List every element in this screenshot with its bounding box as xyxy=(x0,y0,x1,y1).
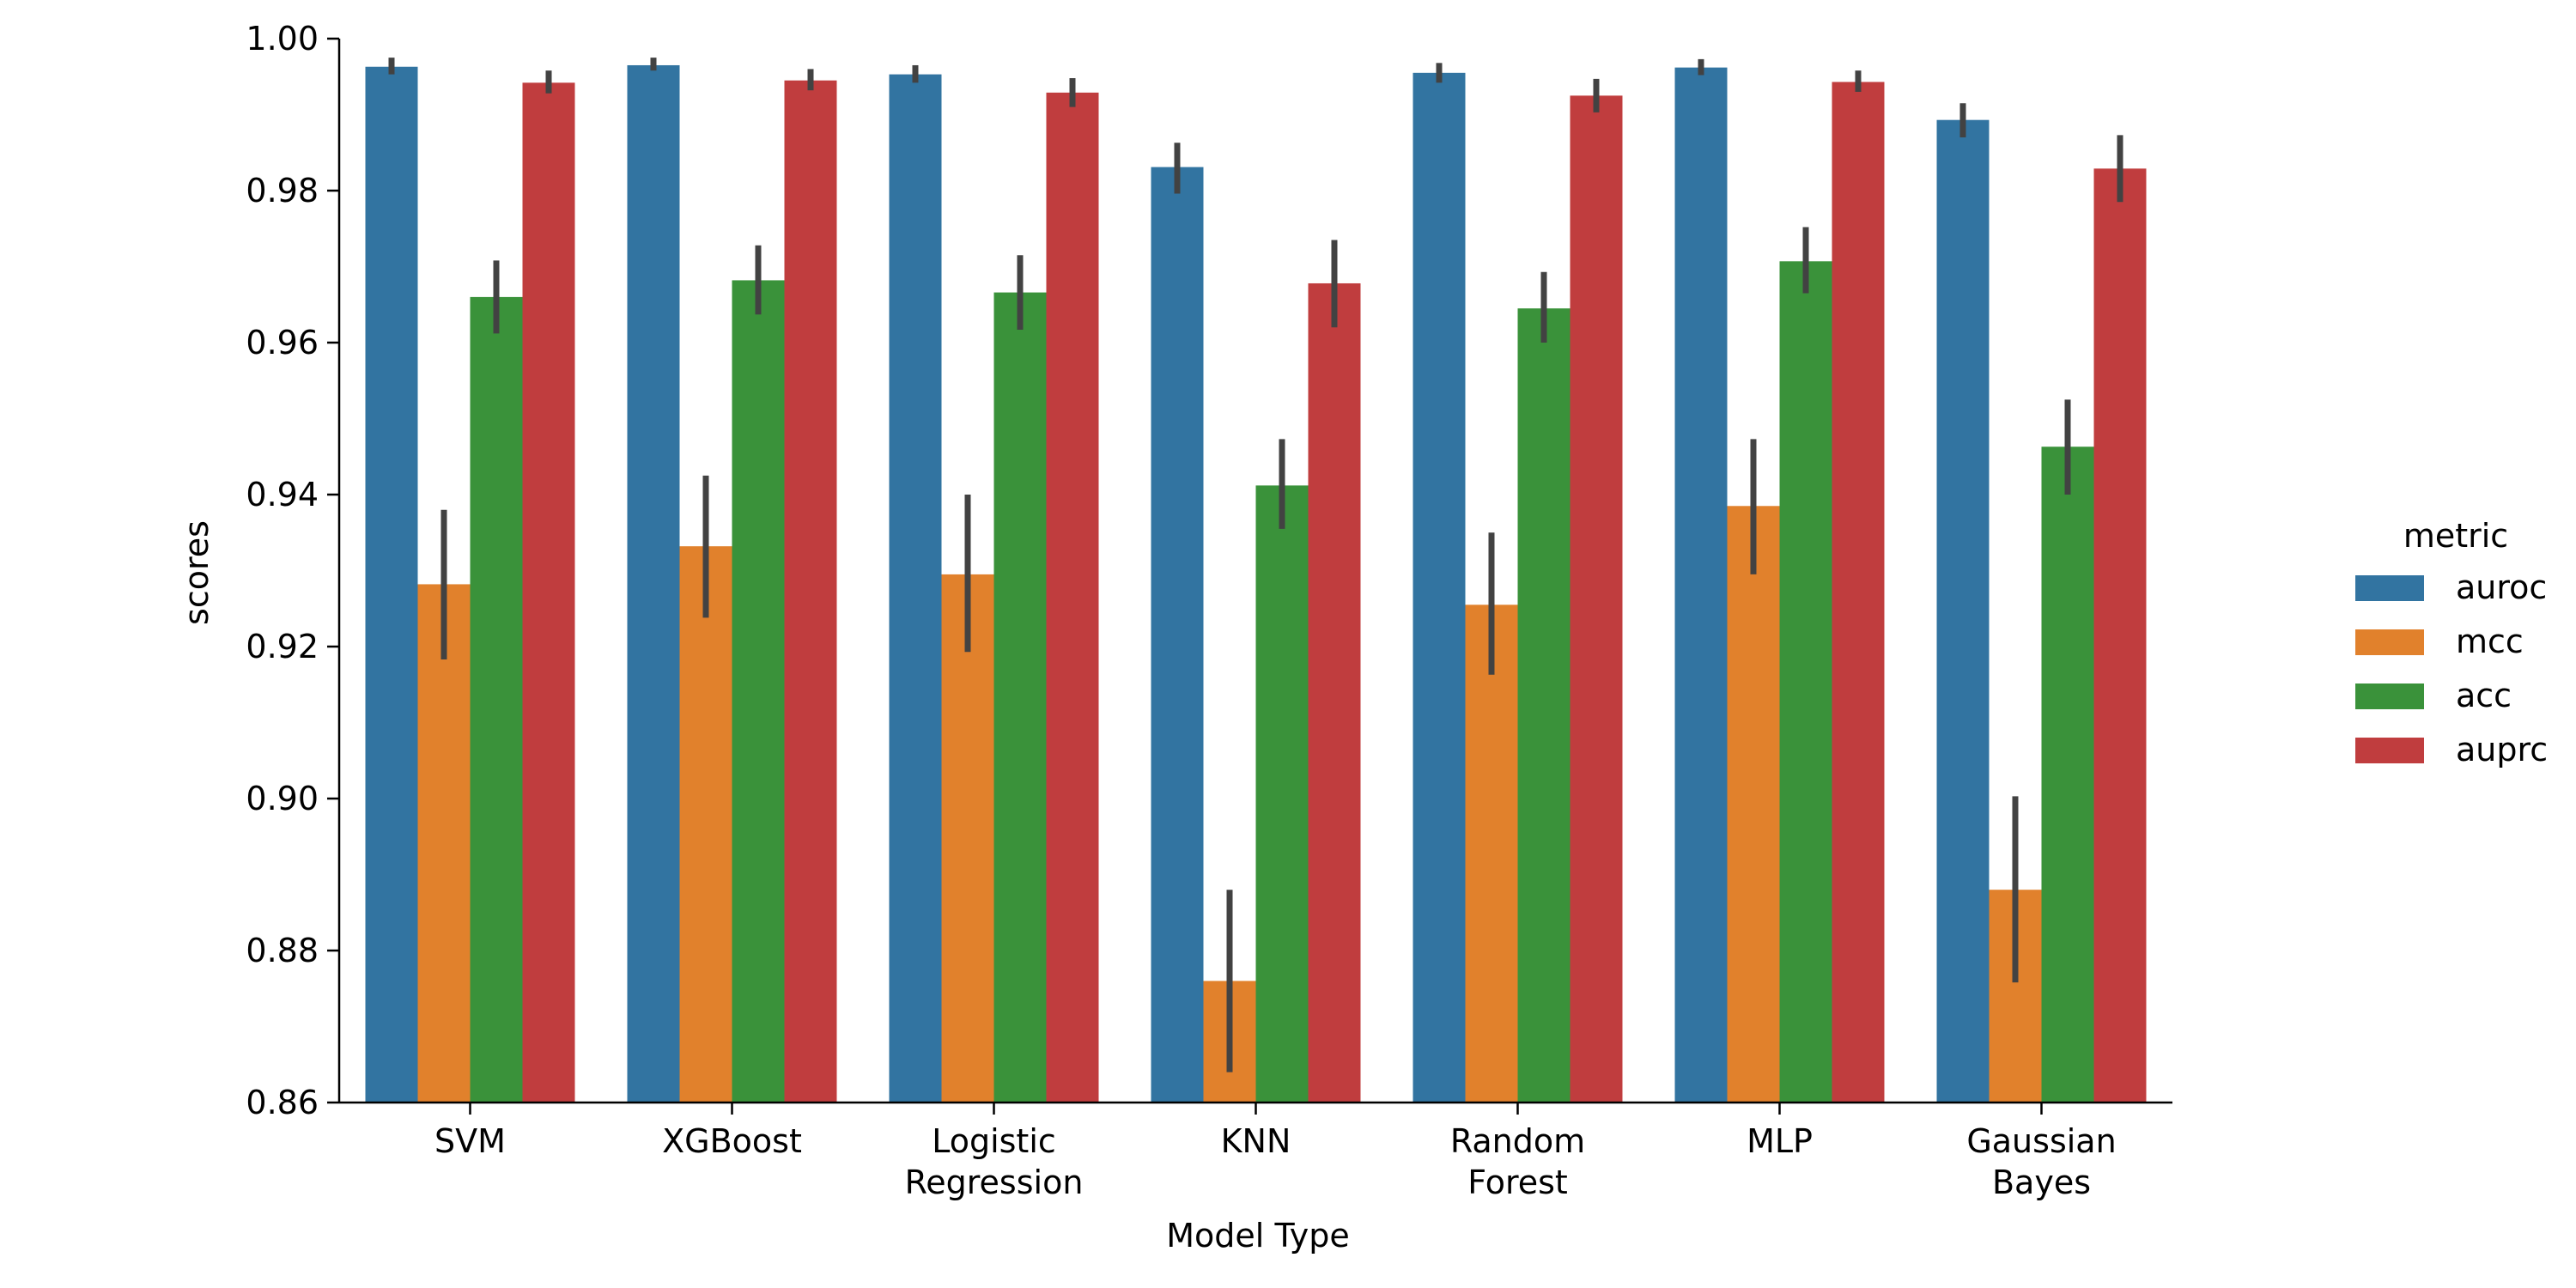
bar-acc-0 xyxy=(470,296,523,1103)
x-tick-label: Random Forest xyxy=(1450,1122,1585,1201)
legend-label-mcc: mcc xyxy=(2456,623,2524,660)
legend: auroc mcc acc auprc xyxy=(2355,568,2548,769)
bar-auprc-2 xyxy=(1046,92,1099,1103)
x-tick-label: SVM xyxy=(434,1122,506,1160)
legend-swatch-acc xyxy=(2355,683,2424,709)
bar-mcc-1 xyxy=(679,546,732,1103)
bar-auprc-3 xyxy=(1308,283,1361,1103)
bar-acc-6 xyxy=(2041,447,2094,1103)
bar-mcc-4 xyxy=(1465,605,1518,1103)
x-tick-label: MLP xyxy=(1747,1122,1813,1160)
bar-auprc-5 xyxy=(1832,82,1885,1103)
bar-auroc-2 xyxy=(889,74,942,1103)
y-tick-label: 1.00 xyxy=(246,20,319,58)
x-tick-label: Gaussian Bayes xyxy=(1966,1122,2116,1201)
x-tick-label: KNN xyxy=(1221,1122,1291,1160)
bar-acc-1 xyxy=(732,280,785,1103)
y-tick-label: 0.98 xyxy=(246,172,319,210)
legend-title: metric xyxy=(2403,517,2508,555)
legend-swatch-auroc xyxy=(2355,575,2424,601)
bar-auroc-0 xyxy=(365,66,418,1103)
bar-acc-2 xyxy=(993,292,1047,1103)
y-tick-label: 0.92 xyxy=(246,628,319,665)
bar-acc-5 xyxy=(1779,261,1832,1103)
legend-swatch-auprc xyxy=(2355,738,2424,763)
x-tick-label: XGBoost xyxy=(662,1122,802,1160)
bar-auprc-1 xyxy=(784,80,837,1103)
y-tick-label: 0.88 xyxy=(246,932,319,969)
bar-mcc-2 xyxy=(941,574,994,1103)
bar-auroc-5 xyxy=(1674,67,1728,1103)
bar-auprc-0 xyxy=(522,82,575,1103)
bar-auprc-6 xyxy=(2093,168,2147,1103)
plot-area: 0.86 0.88 0.90 0.92 0.94 0.96 0.98 1.00 SVM XGBoo… xyxy=(246,20,2172,1201)
bar-mcc-5 xyxy=(1727,506,1780,1103)
y-tick-label: 0.96 xyxy=(246,324,319,361)
legend-label-acc: acc xyxy=(2456,677,2512,714)
legend-swatch-mcc xyxy=(2355,629,2424,655)
bar-auprc-4 xyxy=(1570,95,1623,1103)
bar-auroc-1 xyxy=(627,64,680,1103)
bar-auroc-6 xyxy=(1936,119,1990,1103)
y-tick-label: 0.94 xyxy=(246,476,319,513)
y-tick-label: 0.86 xyxy=(246,1084,319,1121)
bar-auroc-4 xyxy=(1413,72,1466,1103)
bar-acc-3 xyxy=(1255,485,1309,1103)
y-tick-label: 0.90 xyxy=(246,780,319,817)
legend-label-auroc: auroc xyxy=(2456,568,2547,606)
legend-label-auprc: auprc xyxy=(2456,731,2548,769)
bar-auroc-3 xyxy=(1151,167,1204,1103)
bar-mcc-0 xyxy=(417,584,471,1103)
bar-acc-4 xyxy=(1517,308,1571,1103)
x-axis-label: Model Type xyxy=(1166,1217,1349,1255)
y-axis-label: scores xyxy=(178,520,216,625)
x-tick-label: Logistic Regression xyxy=(905,1122,1084,1201)
